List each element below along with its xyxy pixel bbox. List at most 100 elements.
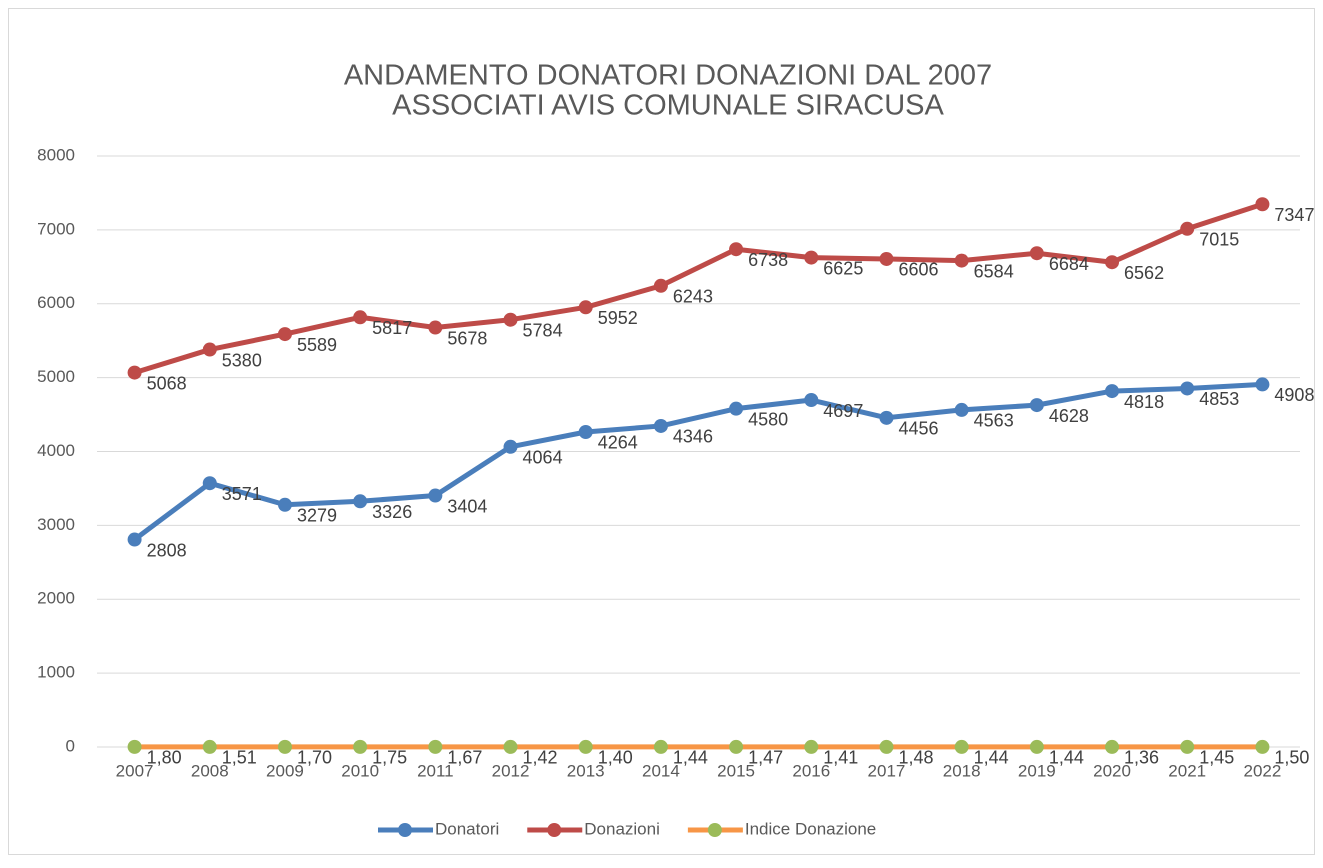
data-label: 5380 (222, 350, 262, 370)
data-label: 4697 (823, 401, 863, 421)
marker (1180, 740, 1194, 754)
marker (203, 476, 217, 490)
data-label: 1,80 (147, 748, 182, 768)
marker (1030, 246, 1044, 260)
marker (504, 313, 518, 327)
y-tick-label: 0 (66, 736, 75, 755)
marker (1030, 740, 1044, 754)
data-label: 1,67 (447, 748, 482, 768)
marker (579, 425, 593, 439)
y-tick-label: 4000 (37, 441, 75, 460)
marker (1180, 381, 1194, 395)
data-label: 5952 (598, 308, 638, 328)
marker (353, 494, 367, 508)
marker (729, 242, 743, 256)
marker (654, 279, 668, 293)
data-label: 1,44 (673, 748, 708, 768)
data-label: 6584 (974, 261, 1014, 281)
y-tick-label: 7000 (37, 219, 75, 238)
legend-label: Indice Donazione (745, 819, 876, 838)
marker (879, 252, 893, 266)
y-tick-label: 2000 (37, 589, 75, 608)
data-label: 6606 (898, 260, 938, 280)
marker (1255, 740, 1269, 754)
marker (353, 310, 367, 324)
data-label: 4818 (1124, 392, 1164, 412)
data-label: 1,44 (1049, 748, 1084, 768)
data-label: 1,47 (748, 748, 783, 768)
data-label: 4580 (748, 409, 788, 429)
data-label: 5589 (297, 335, 337, 355)
marker (128, 366, 142, 380)
marker (729, 402, 743, 416)
marker (128, 533, 142, 547)
marker (1255, 377, 1269, 391)
data-label: 5678 (447, 328, 487, 348)
legend-marker (547, 823, 561, 837)
data-label: 1,42 (523, 748, 558, 768)
marker (428, 740, 442, 754)
marker (579, 740, 593, 754)
data-label: 5817 (372, 318, 412, 338)
data-label: 1,70 (297, 748, 332, 768)
marker (504, 440, 518, 454)
data-label: 6625 (823, 258, 863, 278)
data-label: 4908 (1274, 385, 1314, 405)
y-tick-label: 5000 (37, 367, 75, 386)
marker (729, 740, 743, 754)
data-label: 5068 (147, 373, 187, 393)
marker (579, 300, 593, 314)
data-label: 7015 (1199, 230, 1239, 250)
marker (278, 327, 292, 341)
marker (654, 419, 668, 433)
marker (955, 740, 969, 754)
data-label: 1,45 (1199, 748, 1234, 768)
data-label: 3571 (222, 484, 262, 504)
data-label: 1,48 (898, 748, 933, 768)
chart-subtitle: ASSOCIATI AVIS COMUNALE SIRACUSA (392, 90, 944, 122)
marker (804, 251, 818, 265)
data-label: 1,36 (1124, 748, 1159, 768)
marker (879, 411, 893, 425)
marker (278, 740, 292, 754)
legend-label: Donazioni (584, 819, 660, 838)
marker (1180, 222, 1194, 236)
data-label: 4264 (598, 433, 638, 453)
data-label: 1,75 (372, 748, 407, 768)
data-label: 4456 (898, 419, 938, 439)
marker (804, 393, 818, 407)
data-label: 6684 (1049, 254, 1089, 274)
data-label: 4563 (974, 411, 1014, 431)
data-label: 3404 (447, 496, 487, 516)
marker (203, 343, 217, 357)
marker (879, 740, 893, 754)
y-tick-label: 8000 (37, 145, 75, 164)
marker (955, 254, 969, 268)
data-label: 1,44 (974, 748, 1009, 768)
data-label: 1,50 (1274, 748, 1309, 768)
data-label: 1,51 (222, 748, 257, 768)
data-label: 1,40 (598, 748, 633, 768)
data-label: 4628 (1049, 406, 1089, 426)
marker (428, 321, 442, 335)
data-label: 3279 (297, 506, 337, 526)
data-label: 7347 (1274, 205, 1314, 225)
data-label: 1,41 (823, 748, 858, 768)
y-tick-label: 6000 (37, 293, 75, 312)
marker (654, 740, 668, 754)
data-label: 6243 (673, 287, 713, 307)
marker (504, 740, 518, 754)
marker (428, 489, 442, 503)
marker (353, 740, 367, 754)
data-label: 6738 (748, 250, 788, 270)
marker (1030, 398, 1044, 412)
marker (203, 740, 217, 754)
marker (1105, 255, 1119, 269)
data-label: 5784 (523, 320, 563, 340)
data-label: 4853 (1199, 389, 1239, 409)
y-tick-label: 3000 (37, 515, 75, 534)
legend-label: Donatori (435, 819, 499, 838)
data-label: 4064 (523, 448, 563, 468)
data-label: 4346 (673, 427, 713, 447)
